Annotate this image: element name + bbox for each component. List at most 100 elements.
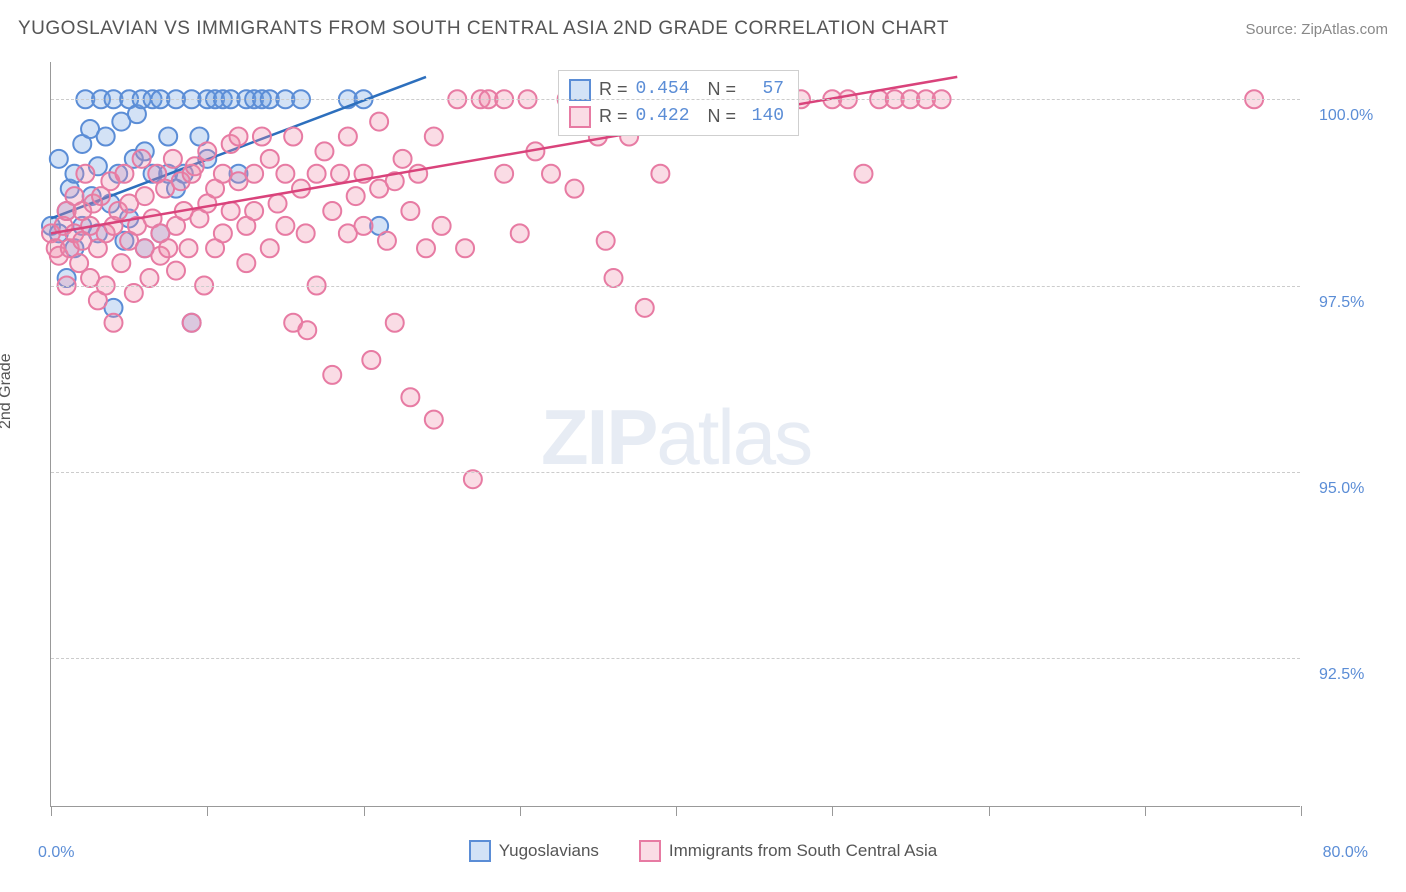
legend-swatch bbox=[569, 79, 591, 101]
data-point bbox=[276, 217, 294, 235]
x-tick bbox=[1301, 806, 1302, 816]
data-point bbox=[331, 165, 349, 183]
data-point bbox=[456, 239, 474, 257]
data-point bbox=[651, 165, 669, 183]
data-point bbox=[636, 299, 654, 317]
data-point bbox=[159, 239, 177, 257]
legend-item-scasia: Immigrants from South Central Asia bbox=[639, 840, 937, 862]
data-point bbox=[433, 217, 451, 235]
data-point bbox=[378, 232, 396, 250]
data-point bbox=[198, 142, 216, 160]
bottom-legend: Yugoslavians Immigrants from South Centr… bbox=[0, 840, 1406, 862]
data-point bbox=[355, 217, 373, 235]
data-point bbox=[167, 262, 185, 280]
data-point bbox=[183, 314, 201, 332]
data-point bbox=[347, 187, 365, 205]
data-point bbox=[370, 113, 388, 131]
scatter-svg bbox=[51, 62, 1301, 807]
legend-swatch-yugoslavians bbox=[469, 840, 491, 862]
data-point bbox=[230, 128, 248, 146]
data-point bbox=[269, 195, 287, 213]
data-point bbox=[298, 321, 316, 339]
data-point bbox=[425, 128, 443, 146]
data-point bbox=[565, 180, 583, 198]
y-tick-label: 97.5% bbox=[1319, 294, 1364, 312]
x-tick-max: 80.0% bbox=[1323, 844, 1368, 862]
stats-legend-row: R = 0.422 N = 140 bbox=[569, 103, 784, 130]
y-tick-label: 92.5% bbox=[1319, 666, 1364, 684]
x-tick bbox=[364, 806, 365, 816]
y-tick-label: 100.0% bbox=[1319, 107, 1373, 125]
data-point bbox=[245, 165, 263, 183]
data-point bbox=[401, 388, 419, 406]
data-point bbox=[315, 142, 333, 160]
legend-swatch bbox=[569, 106, 591, 128]
x-tick bbox=[51, 806, 52, 816]
data-point bbox=[464, 470, 482, 488]
r-label: R = bbox=[599, 103, 628, 130]
data-point bbox=[855, 165, 873, 183]
data-point bbox=[214, 224, 232, 242]
n-value: 140 bbox=[744, 103, 784, 130]
data-point bbox=[112, 254, 130, 272]
x-tick bbox=[676, 806, 677, 816]
data-point bbox=[386, 314, 404, 332]
data-point bbox=[136, 187, 154, 205]
x-tick-min: 0.0% bbox=[38, 844, 74, 862]
legend-swatch-scasia bbox=[639, 840, 661, 862]
data-point bbox=[323, 202, 341, 220]
n-label: N = bbox=[708, 103, 737, 130]
y-axis-label: 2nd Grade bbox=[0, 353, 15, 429]
data-point bbox=[605, 269, 623, 287]
stats-legend: R =0.454N =57R =0.422N =140 bbox=[558, 70, 799, 136]
data-point bbox=[164, 150, 182, 168]
data-point bbox=[115, 165, 133, 183]
data-point bbox=[50, 150, 68, 168]
data-point bbox=[339, 128, 357, 146]
legend-label: Yugoslavians bbox=[499, 841, 599, 861]
data-point bbox=[276, 165, 294, 183]
data-point bbox=[159, 128, 177, 146]
data-point bbox=[323, 366, 341, 384]
data-point bbox=[394, 150, 412, 168]
data-point bbox=[597, 232, 615, 250]
chart-title: YUGOSLAVIAN VS IMMIGRANTS FROM SOUTH CEN… bbox=[18, 18, 949, 40]
x-tick bbox=[1145, 806, 1146, 816]
data-point bbox=[237, 254, 255, 272]
data-point bbox=[495, 165, 513, 183]
data-point bbox=[417, 239, 435, 257]
x-tick bbox=[832, 806, 833, 816]
chart-area: ZIPatlas R =0.454N =57R =0.422N =140 92.… bbox=[50, 62, 1300, 807]
data-point bbox=[511, 224, 529, 242]
x-tick bbox=[520, 806, 521, 816]
data-point bbox=[105, 314, 123, 332]
data-point bbox=[284, 128, 302, 146]
data-point bbox=[362, 351, 380, 369]
source-label: Source: ZipAtlas.com bbox=[1245, 21, 1388, 38]
r-value: 0.422 bbox=[636, 103, 690, 130]
gridline bbox=[51, 286, 1300, 287]
data-point bbox=[140, 269, 158, 287]
data-point bbox=[308, 165, 326, 183]
data-point bbox=[425, 411, 443, 429]
data-point bbox=[297, 224, 315, 242]
gridline bbox=[51, 658, 1300, 659]
data-point bbox=[133, 150, 151, 168]
data-point bbox=[401, 202, 419, 220]
legend-label: Immigrants from South Central Asia bbox=[669, 841, 937, 861]
x-tick bbox=[989, 806, 990, 816]
data-point bbox=[222, 202, 240, 220]
y-tick-label: 95.0% bbox=[1319, 480, 1364, 498]
data-point bbox=[261, 239, 279, 257]
legend-item-yugoslavians: Yugoslavians bbox=[469, 840, 599, 862]
plot-region: ZIPatlas R =0.454N =57R =0.422N =140 92.… bbox=[50, 62, 1300, 807]
x-tick bbox=[207, 806, 208, 816]
data-point bbox=[253, 128, 271, 146]
data-point bbox=[261, 150, 279, 168]
data-point bbox=[180, 239, 198, 257]
data-point bbox=[97, 128, 115, 146]
data-point bbox=[542, 165, 560, 183]
data-point bbox=[125, 284, 143, 302]
gridline bbox=[51, 99, 1300, 100]
gridline bbox=[51, 472, 1300, 473]
